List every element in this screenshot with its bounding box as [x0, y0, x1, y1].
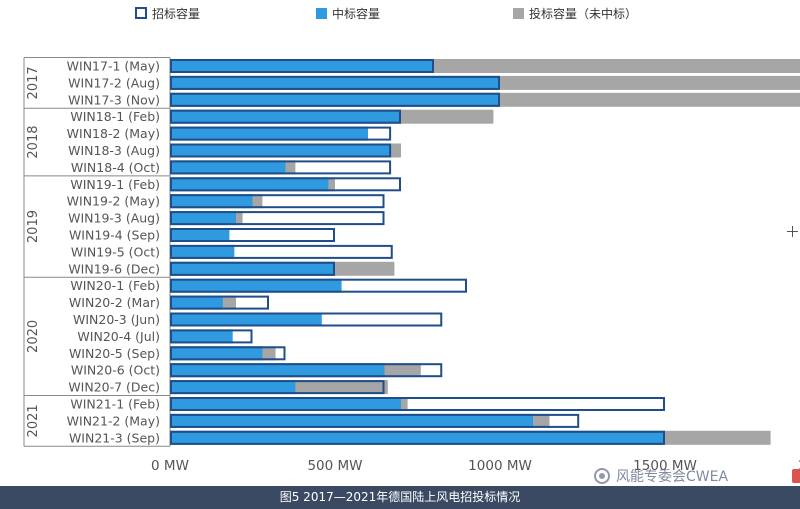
- bar-awarded: [170, 177, 329, 192]
- bar-tender-outline: [170, 430, 665, 445]
- category-label: WIN19-4 (Sep): [69, 228, 160, 243]
- legend-label: 招标容量: [152, 6, 200, 21]
- category-label: WIN21-2 (May): [67, 413, 160, 428]
- bar-awarded: [170, 59, 434, 73]
- bar-tender-outline: [170, 244, 393, 259]
- bar-awarded: [170, 261, 335, 276]
- bar-tender-outline: [170, 295, 269, 310]
- bar-tender-outline: [170, 413, 580, 428]
- legend-swatch-awarded: [316, 8, 327, 19]
- bar-awarded: [170, 329, 233, 344]
- bar-awarded: [170, 278, 342, 293]
- bar-tender-outline: [170, 228, 335, 242]
- category-label: WIN20-6 (Oct): [71, 363, 160, 378]
- bar-awarded: [170, 295, 223, 310]
- category-label: WIN17-1 (May): [67, 59, 160, 74]
- bar-tender-outline: [170, 380, 385, 395]
- bar-tender-outline: [170, 329, 253, 344]
- year-label: 2020: [26, 320, 41, 353]
- category-label: WIN20-7 (Dec): [68, 380, 160, 395]
- category-label: WIN20-2 (Mar): [69, 295, 160, 310]
- bar-awarded: [170, 228, 230, 242]
- bar-tender-outline: [170, 177, 401, 192]
- category-label: WIN17-2 (Aug): [68, 75, 160, 90]
- bar-tender-outline: [170, 363, 443, 378]
- x-tick-label: 0 MW: [151, 458, 189, 474]
- category-label: WIN17-3 (Nov): [68, 92, 160, 107]
- year-group-axis: 2017 2018 2019 2020 2021: [23, 57, 171, 447]
- x-tick-label: 1000 MW: [468, 458, 532, 474]
- bar-tender-outline: [170, 75, 500, 90]
- bar-tender-outline: [170, 278, 467, 293]
- legend-swatch-bid: [513, 8, 524, 19]
- category-label: WIN20-5 (Sep): [69, 346, 160, 361]
- year-label: 2019: [26, 210, 41, 243]
- bar-awarded: [170, 75, 500, 90]
- bar-tender-outline: [170, 312, 443, 327]
- category-label: WIN19-5 (Oct): [71, 244, 160, 259]
- legend-label: 投标容量（未中标）: [529, 6, 637, 21]
- bar-awarded: [170, 380, 296, 395]
- bar-awarded: [170, 160, 286, 175]
- bar-tender-outline: [170, 397, 665, 411]
- category-label: WIN18-2 (May): [67, 126, 160, 141]
- legend-swatch-tender: [135, 7, 147, 19]
- year-label: 2018: [26, 126, 41, 159]
- category-label: WIN21-3 (Sep): [69, 430, 160, 445]
- bar-tender-outline: [170, 126, 392, 141]
- bar-awarded: [170, 413, 533, 428]
- category-label: WIN19-3 (Aug): [68, 211, 160, 226]
- edge-marker: [792, 469, 800, 483]
- bar-tender-outline: [170, 92, 500, 107]
- bar-awarded: [170, 194, 253, 209]
- bar-tender-outline: [170, 109, 401, 124]
- category-label: WIN20-3 (Jun): [73, 312, 160, 327]
- bar-awarded: [170, 312, 322, 327]
- bar-awarded: [170, 244, 235, 259]
- watermark: 风能专委会CWEA: [594, 463, 728, 489]
- x-tick-label: 1500 MW: [633, 458, 697, 474]
- bar-tender-outline: [170, 194, 385, 209]
- bar-awarded: [170, 92, 500, 107]
- category-label: WIN19-1 (Feb): [70, 177, 160, 192]
- bar-awarded: [170, 363, 385, 378]
- category-label: WIN19-2 (May): [67, 194, 160, 209]
- category-label: WIN18-1 (Feb): [70, 109, 160, 124]
- category-label: WIN20-1 (Feb): [70, 278, 160, 293]
- bar-awarded: [170, 143, 392, 158]
- category-label: WIN18-3 (Aug): [68, 143, 160, 158]
- bar-tender-outline: [170, 346, 286, 361]
- crosshair-icon: [787, 226, 798, 237]
- watermark-text: 风能专委会CWEA: [616, 469, 729, 485]
- bar-awarded: [170, 126, 368, 141]
- chart: 招标容量 中标容量 投标容量（未中标） 2017 2018 2019 2020 2021 W…: [23, 6, 800, 474]
- year-label: 2021: [26, 404, 41, 437]
- category-label: WIN19-6 (Dec): [68, 261, 160, 276]
- category-label: WIN21-1 (Feb): [70, 397, 160, 412]
- x-tick-label: 500 MW: [307, 458, 362, 474]
- bar-awarded: [170, 430, 665, 445]
- category-label: WIN18-4 (Oct): [71, 160, 160, 175]
- wechat-icon: [594, 468, 610, 484]
- bar-awarded: [170, 211, 236, 226]
- category-labels: WIN17-1 (May)WIN17-2 (Aug) WIN17-3 (Nov) W…: [67, 59, 160, 446]
- category-label: WIN20-4 (Jul): [77, 329, 160, 344]
- x-tick-label: 2000 MW: [798, 458, 800, 474]
- legend-label: 中标容量: [332, 6, 380, 21]
- bar-tender-outline: [170, 261, 335, 276]
- bar-awarded: [170, 109, 401, 124]
- bar-tender-outline: [170, 143, 392, 158]
- bar-tender-outline: [170, 211, 385, 226]
- bars: [170, 59, 800, 445]
- bar-awarded: [170, 397, 401, 411]
- figure-caption: 图5 2017—2021年德国陆上风电招投标情况: [279, 490, 521, 504]
- year-label: 2017: [26, 66, 41, 99]
- legend: 招标容量 中标容量 投标容量（未中标）: [135, 6, 637, 21]
- bar-tender-outline: [170, 59, 434, 73]
- bar-awarded: [170, 346, 263, 361]
- caption-bar: 图5 2017—2021年德国陆上风电招投标情况: [0, 486, 800, 509]
- bar-tender-outline: [170, 160, 392, 175]
